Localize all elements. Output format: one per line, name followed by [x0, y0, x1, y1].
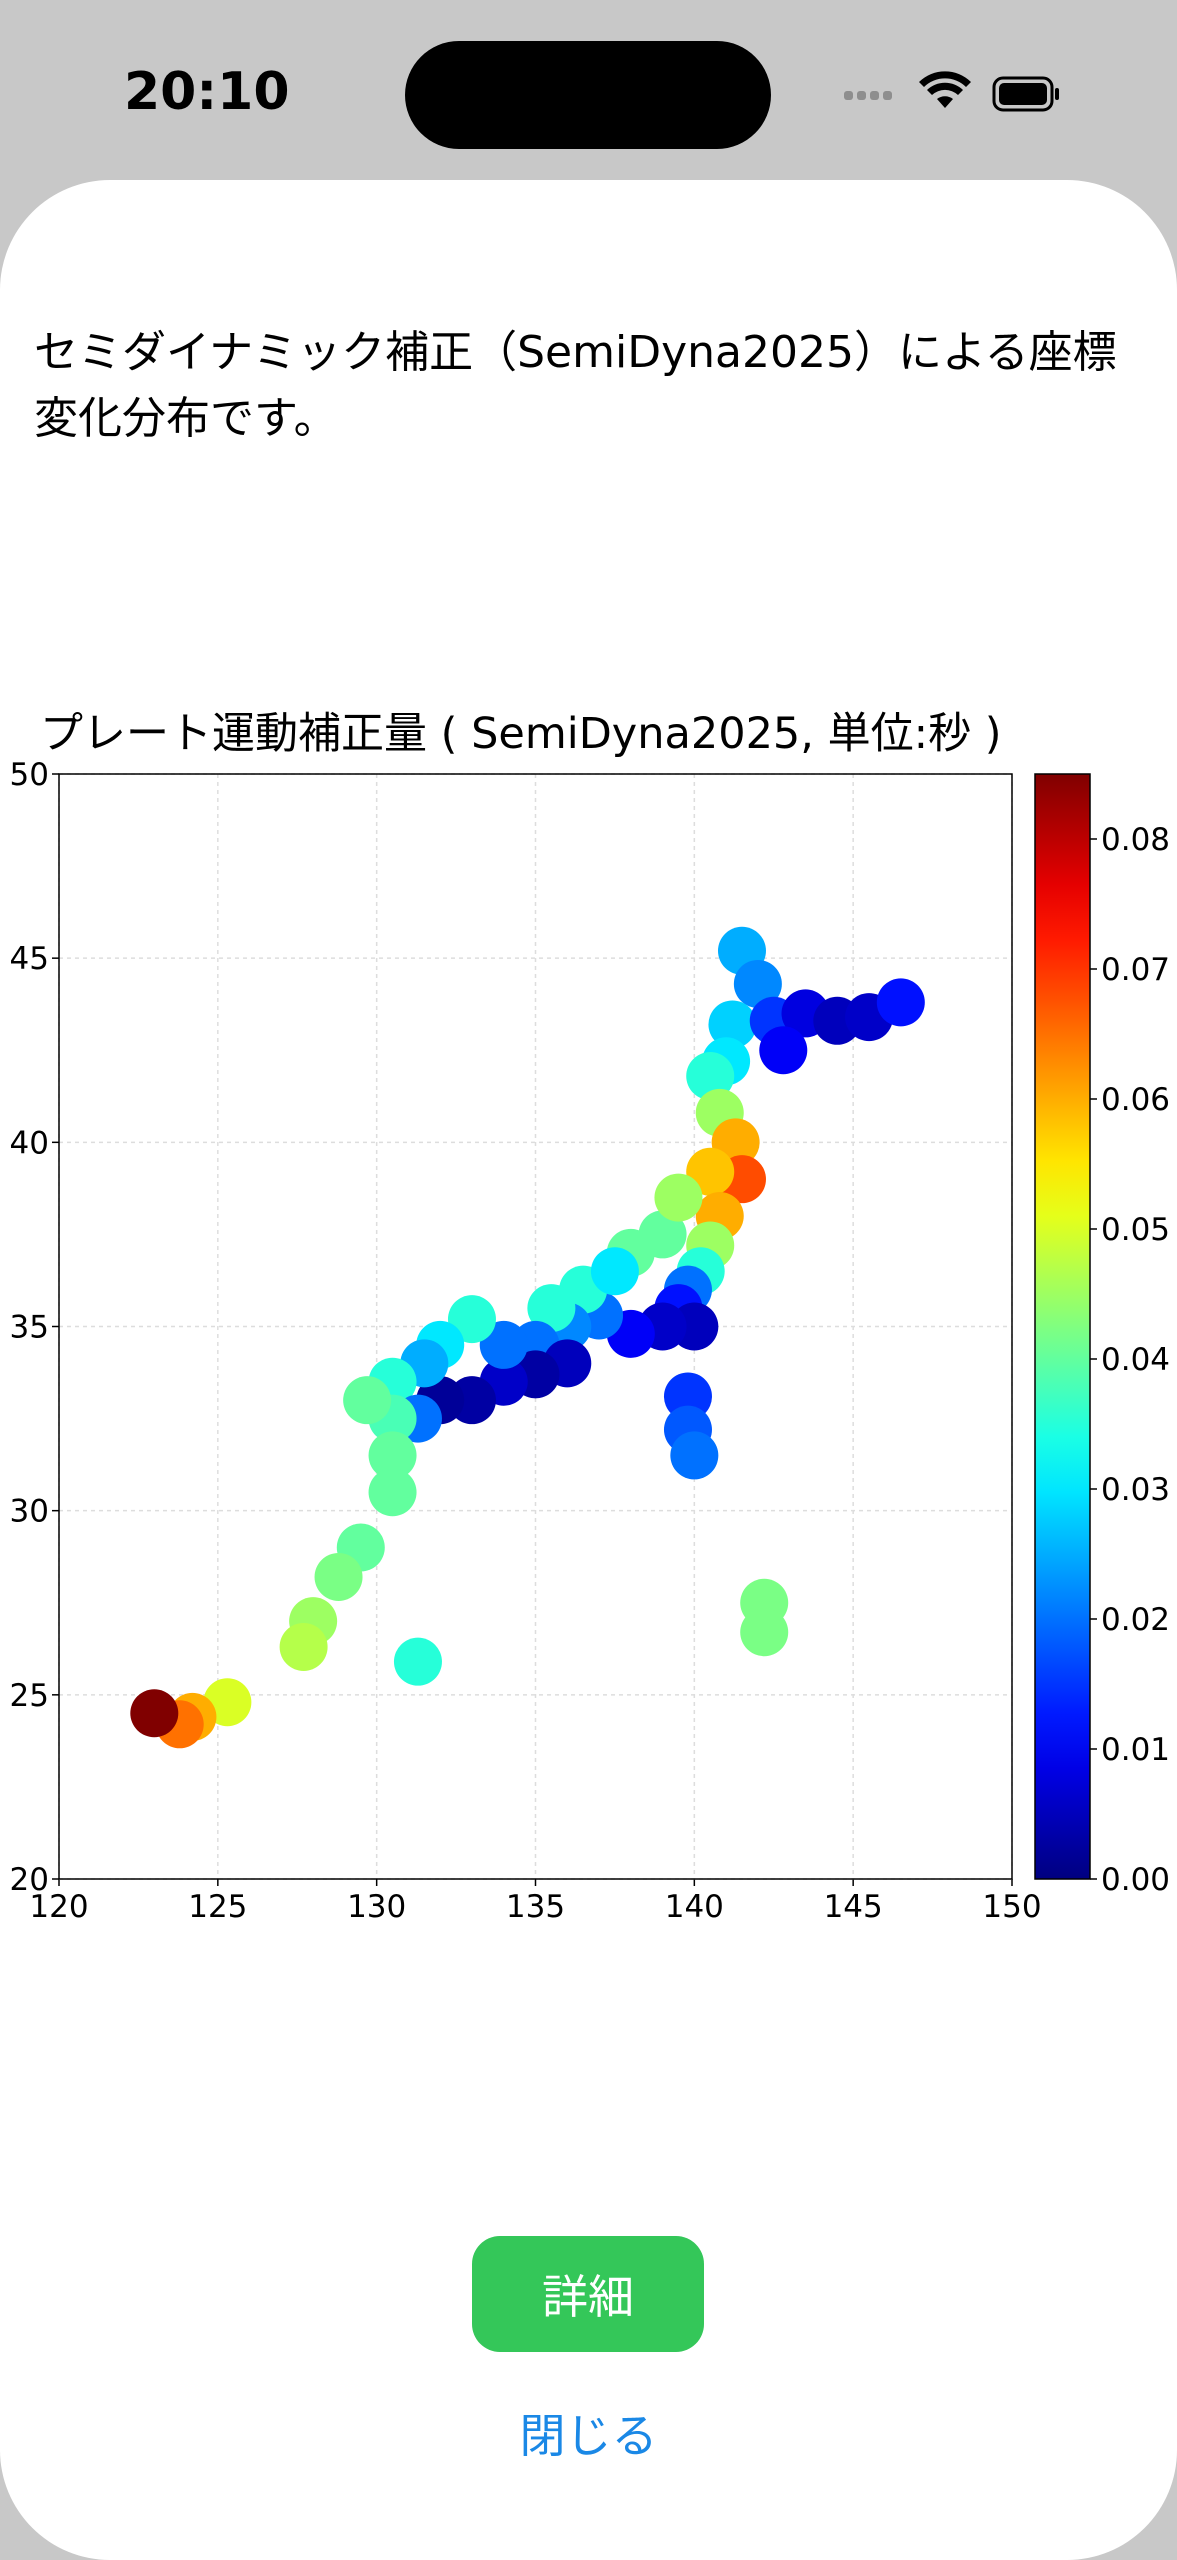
- data-point: [686, 1052, 735, 1101]
- colorbar-tick-label: 0.03: [1101, 1472, 1170, 1508]
- data-point: [314, 1552, 363, 1601]
- details-button[interactable]: 詳細: [472, 2236, 704, 2352]
- colorbar-tick-label: 0.01: [1101, 1732, 1170, 1768]
- status-icons: [844, 71, 1059, 112]
- x-tick-label: 125: [188, 1889, 247, 1920]
- y-tick-label: 50: [10, 757, 49, 793]
- data-point: [733, 959, 782, 1008]
- data-point: [130, 1689, 179, 1738]
- y-tick-label: 45: [10, 941, 49, 977]
- data-point: [279, 1622, 328, 1671]
- colorbar-tick-label: 0.08: [1101, 822, 1170, 858]
- data-point: [368, 1468, 417, 1517]
- data-point: [393, 1637, 442, 1686]
- data-point: [590, 1247, 639, 1296]
- colorbar-tick-label: 0.02: [1101, 1602, 1170, 1638]
- colorbar: [1034, 773, 1091, 1880]
- data-point: [686, 1147, 735, 1196]
- colorbar-tick-label: 0.00: [1101, 1862, 1170, 1898]
- x-tick-label: 135: [506, 1889, 565, 1920]
- data-point: [654, 1173, 703, 1222]
- plot-frame: [58, 773, 1013, 1880]
- y-tick-label: 25: [10, 1678, 49, 1714]
- chart-title: プレート運動補正量 ( SemiDyna2025, 単位:秒 ): [40, 709, 1002, 759]
- data-point: [527, 1284, 576, 1333]
- close-button[interactable]: 閉じる: [519, 2409, 658, 2463]
- y-tick-label: 20: [10, 1862, 49, 1898]
- dynamic-island: [405, 41, 771, 149]
- y-tick-label: 35: [10, 1310, 49, 1346]
- data-point: [740, 1608, 789, 1657]
- data-point: [876, 978, 925, 1027]
- colorbar-tick-label: 0.04: [1101, 1342, 1170, 1378]
- x-tick-label: 145: [824, 1889, 883, 1920]
- data-point: [368, 1431, 417, 1480]
- data-point: [343, 1376, 392, 1425]
- x-tick-label: 150: [982, 1889, 1041, 1920]
- status-time: 20:10: [124, 62, 290, 122]
- x-tick-label: 120: [29, 1889, 88, 1920]
- y-tick-label: 30: [10, 1494, 49, 1530]
- data-point: [759, 1026, 808, 1075]
- chart: プレート運動補正量 ( SemiDyna2025, 単位:秒 ) 120 125 1…: [10, 709, 1170, 1920]
- y-tick-label: 40: [10, 1125, 49, 1161]
- data-point: [479, 1320, 528, 1369]
- x-tick-label: 130: [347, 1889, 406, 1920]
- colorbar-tick-label: 0.06: [1101, 1082, 1170, 1118]
- data-point: [663, 1372, 712, 1421]
- description: セミダイナミック補正（SemiDyna2025）による座標変化分布です。: [34, 327, 1117, 444]
- colorbar-tick-label: 0.07: [1101, 952, 1170, 988]
- data-point: [447, 1295, 496, 1344]
- colorbar-tick-label: 0.05: [1101, 1212, 1170, 1248]
- data-point: [708, 1000, 757, 1049]
- data-point: [670, 1431, 719, 1480]
- x-tick-label: 140: [665, 1889, 724, 1920]
